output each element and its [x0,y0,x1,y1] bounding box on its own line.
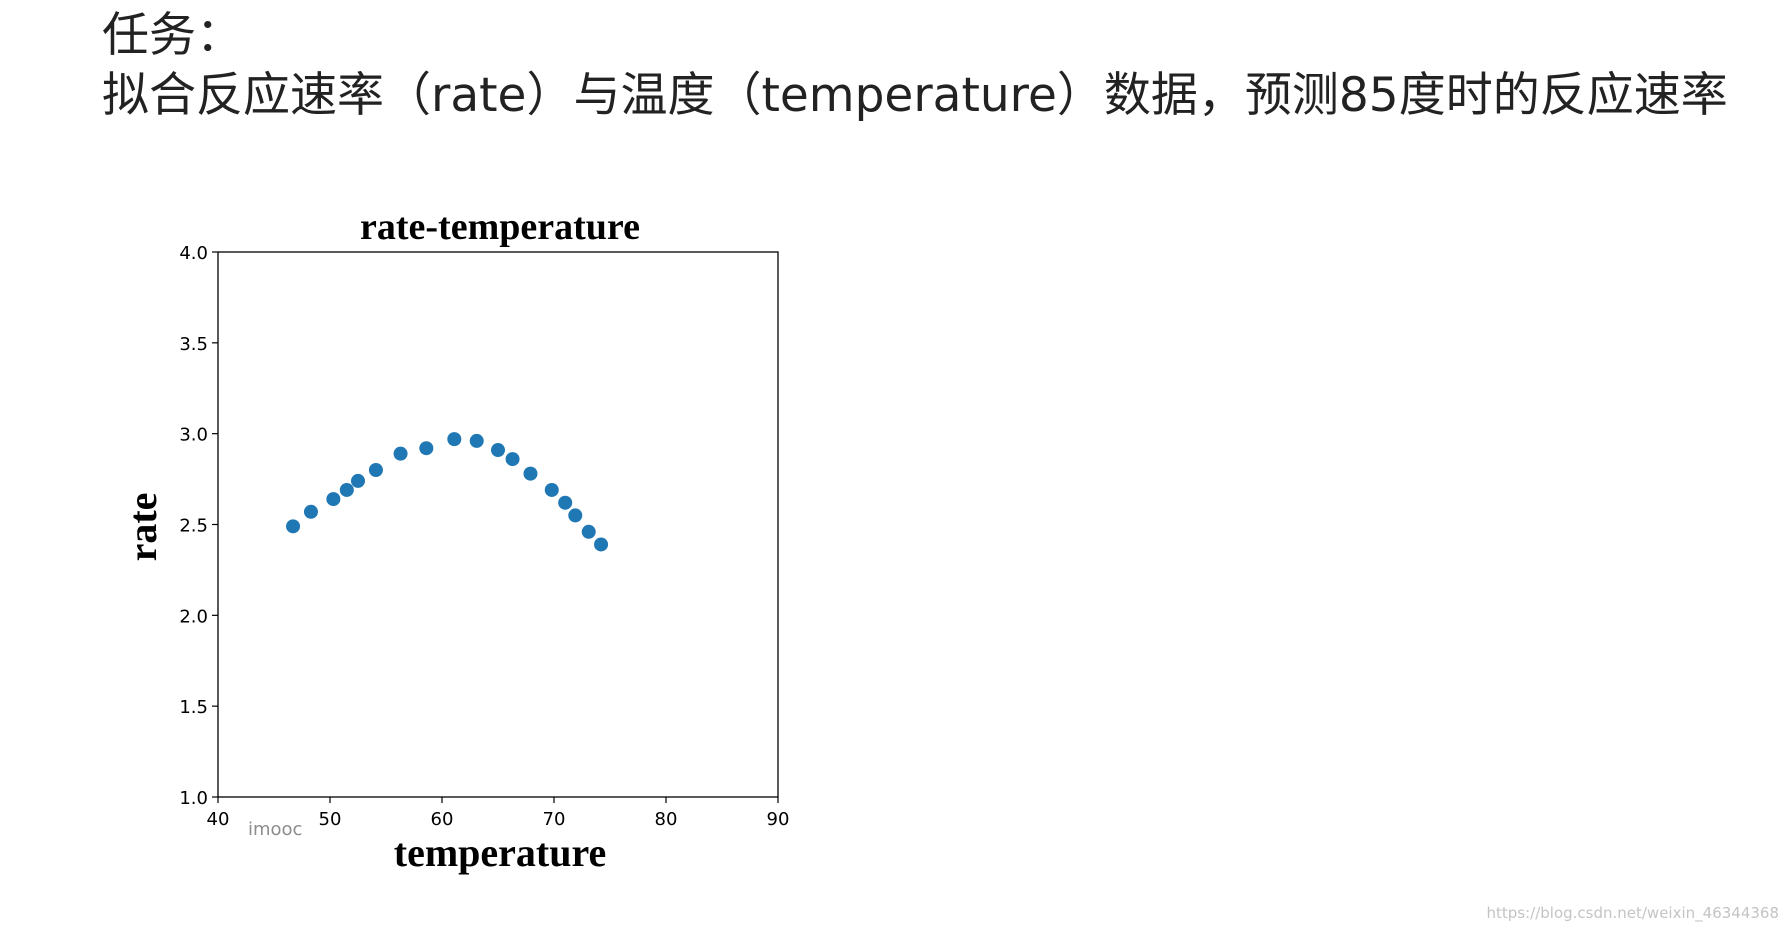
y-tick-label: 1.5 [179,697,208,718]
data-point [491,443,505,458]
y-tick-label: 3.5 [179,334,208,355]
data-point [351,473,365,488]
x-axis-ticks: 40 50 60 70 80 90 [207,797,790,830]
y-axis-label: rate [120,493,165,562]
data-point [326,492,341,507]
y-tick-label: 2.5 [179,516,208,537]
chart-title: rate-temperature [360,206,640,248]
data-points [286,432,609,552]
x-tick-label: 90 [767,809,790,830]
x-tick-label: 40 [207,809,230,830]
x-tick-label: 60 [431,809,454,830]
task-label: 任务： [102,8,243,63]
y-tick-label: 1.0 [179,788,208,809]
y-tick-label: 2.0 [179,606,208,627]
watermark-imooc: imooc [248,819,303,840]
data-point [368,463,383,477]
data-point [286,519,301,534]
x-tick-label: 80 [655,809,678,830]
x-axis-label: temperature [394,830,607,875]
data-point [568,508,583,523]
y-axis-ticks: 1.0 1.5 2.0 2.5 3.0 3.5 4.0 [179,243,218,809]
x-tick-label: 50 [319,809,342,830]
task-heading: 任务： 拟合反应速率（rate）与温度（temperature）数据，预测85度… [102,6,1728,126]
task-description: 拟合反应速率（rate）与温度（temperature）数据，预测85度时的反应… [102,68,1728,123]
data-point [581,524,596,539]
data-point [544,482,559,497]
data-point [594,537,609,552]
data-point [419,441,434,456]
data-point [505,452,520,467]
y-tick-label: 3.0 [179,425,208,446]
y-tick-label: 4.0 [179,243,208,264]
data-point [447,432,462,447]
plot-area-frame [217,251,779,798]
x-tick-label: 70 [543,809,566,830]
data-point [523,466,538,481]
data-point [303,504,318,519]
data-point [558,495,573,510]
data-point [469,433,484,448]
data-point [393,446,408,461]
data-point [339,482,354,497]
watermark-csdn: https://blog.csdn.net/weixin_46344368 [1486,904,1779,922]
